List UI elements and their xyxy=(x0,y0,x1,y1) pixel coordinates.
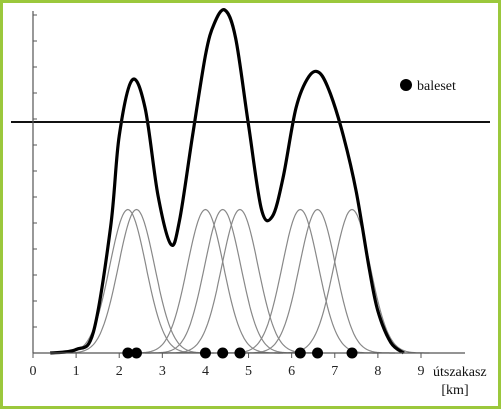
accident-point-7 xyxy=(312,347,324,359)
kernel-curves xyxy=(50,208,430,354)
x-tick-label: 4 xyxy=(202,364,209,379)
accident-point-5 xyxy=(234,347,246,359)
accident-point-3 xyxy=(199,347,211,359)
x-axis-label: útszakasz xyxy=(433,365,487,380)
x-axis-unit: [km] xyxy=(441,383,468,398)
x-tick-label: 5 xyxy=(245,364,252,379)
x-tick-label: 8 xyxy=(374,364,381,379)
density-curve xyxy=(50,8,405,355)
chart-svg: 0 1 2 3 4 5 6 7 8 9 baleset útszakasz [km] xyxy=(11,8,490,398)
accident-point-8 xyxy=(346,347,358,359)
axes: 0 1 2 3 4 5 6 7 8 9 xyxy=(30,11,465,379)
kernel-curve-4 xyxy=(145,208,301,354)
kernel-curve-5 xyxy=(162,208,318,354)
x-tick-label: 2 xyxy=(116,364,123,379)
accident-point-1 xyxy=(122,347,134,359)
accident-points xyxy=(122,347,358,359)
accident-point-2 xyxy=(130,347,142,359)
x-tick-label: 9 xyxy=(418,364,425,379)
density-curve-group xyxy=(50,8,405,355)
x-tick-label: 6 xyxy=(288,364,295,379)
legend-label: baleset xyxy=(417,79,456,94)
kernel-curve-3 xyxy=(127,208,283,354)
accident-point-6 xyxy=(294,347,306,359)
kernel-curve-6 xyxy=(222,208,378,354)
kernel-curve-8 xyxy=(274,208,430,354)
x-tick-label: 0 xyxy=(30,364,37,379)
x-tick-label: 1 xyxy=(73,364,80,379)
legend-marker xyxy=(400,79,412,91)
accident-point-4 xyxy=(217,347,229,359)
kernel-curve-2 xyxy=(58,208,215,354)
kernel-curve-7 xyxy=(239,208,396,354)
legend: baleset xyxy=(400,79,456,94)
x-tick-label: 3 xyxy=(159,364,166,379)
x-tick-label: 7 xyxy=(331,364,338,379)
kernel-curve-1 xyxy=(50,208,206,354)
